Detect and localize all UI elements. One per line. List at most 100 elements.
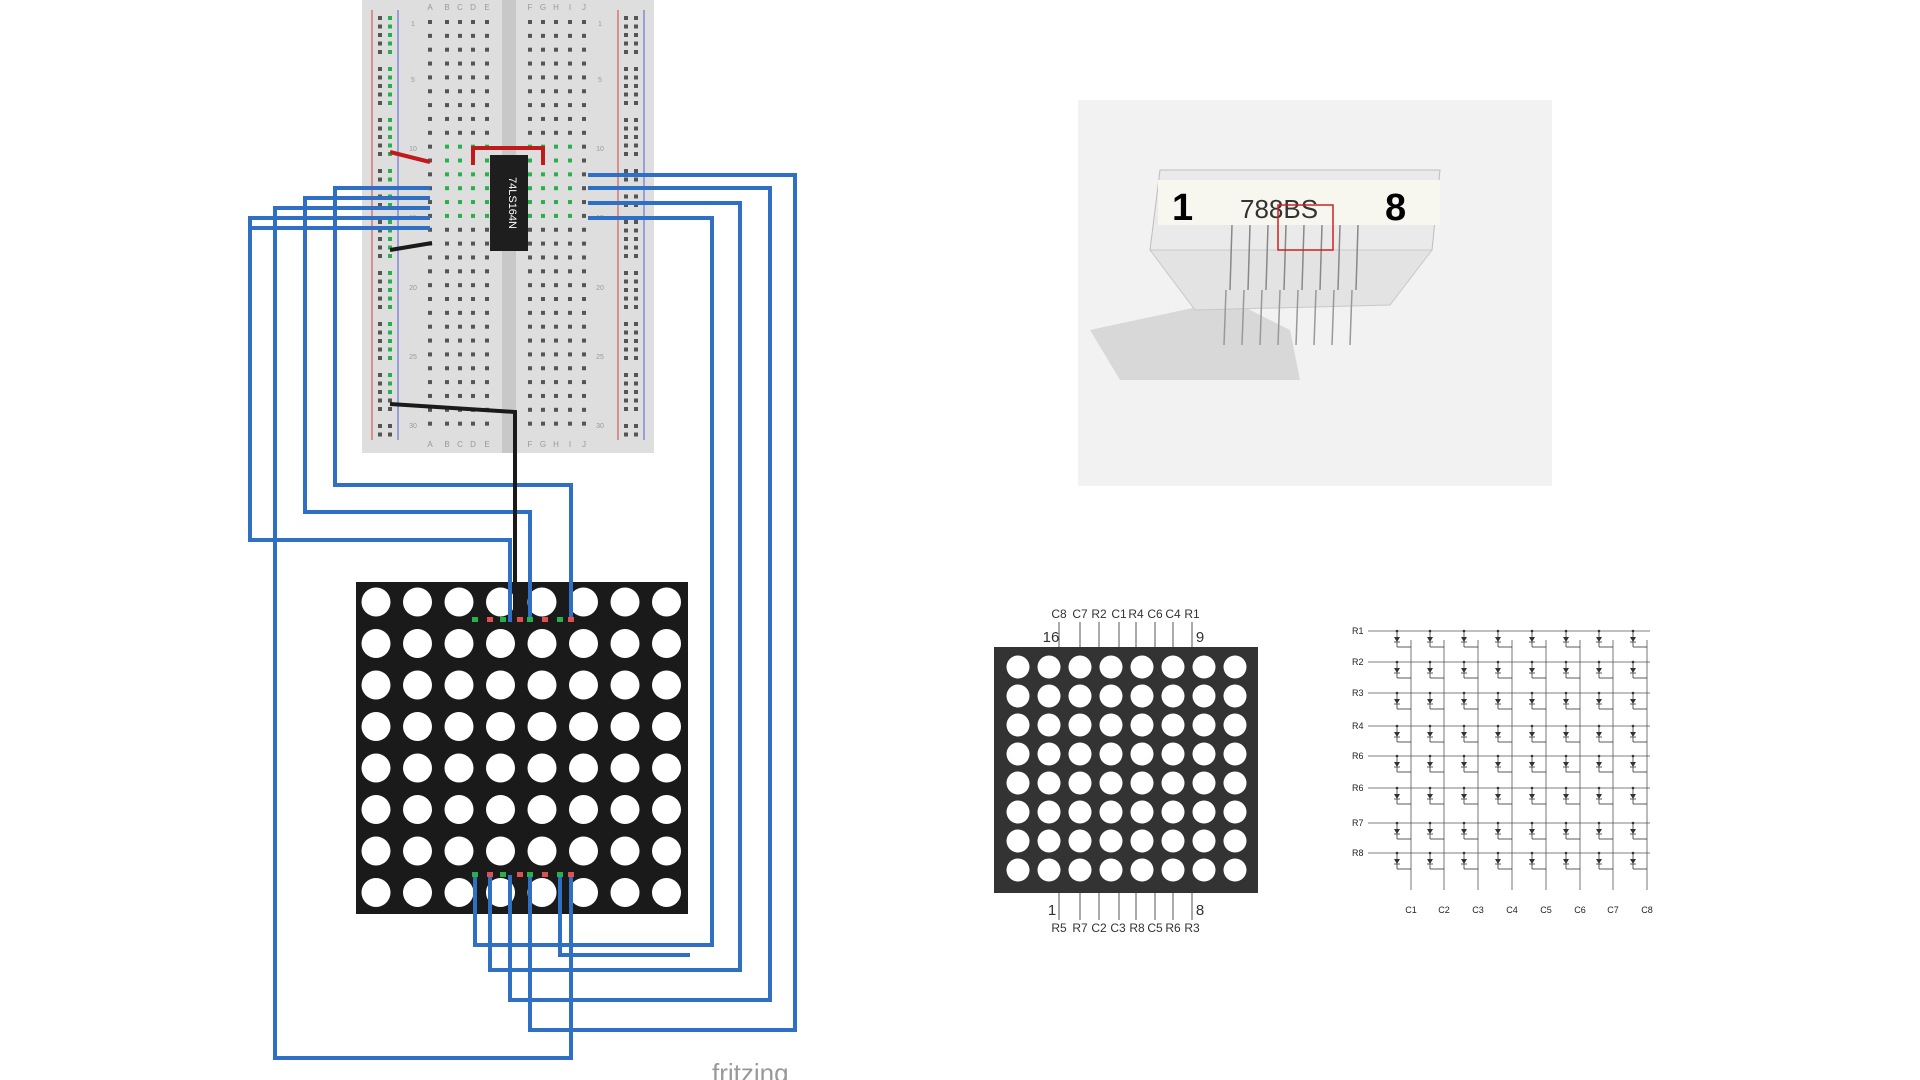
breadboard-hole xyxy=(428,33,432,38)
rail-hole xyxy=(388,432,392,437)
rail-hole xyxy=(624,339,628,343)
matrix-pin xyxy=(517,617,523,622)
breadboard-hole xyxy=(458,310,462,315)
breadboard-hole xyxy=(485,172,489,177)
matrix-led xyxy=(361,712,391,741)
pinout-led xyxy=(1099,771,1123,795)
led-symbol xyxy=(1461,668,1467,673)
col-letter: G xyxy=(540,440,546,449)
junction-dot xyxy=(1631,786,1635,790)
rail-hole xyxy=(634,24,638,29)
matrix-led xyxy=(652,587,681,617)
pinout-led xyxy=(1130,684,1154,708)
rail-hole xyxy=(634,118,638,122)
breadboard-hole xyxy=(582,407,586,412)
breadboard-hole xyxy=(471,89,475,94)
pinout-top-label: C1 xyxy=(1111,607,1127,621)
led-symbol xyxy=(1394,762,1400,767)
breadboard-hole xyxy=(458,61,462,66)
pinout-led xyxy=(1006,858,1030,882)
junction-dot xyxy=(1530,724,1534,728)
breadboard-hole xyxy=(568,297,572,301)
led-symbol xyxy=(1596,699,1602,704)
col-letter: H xyxy=(553,3,559,12)
breadboard-hole xyxy=(554,186,558,191)
breadboard-hole xyxy=(458,158,462,163)
matrix-led xyxy=(444,878,474,907)
breadboard-hole xyxy=(541,227,545,232)
rail-hole xyxy=(388,288,392,292)
breadboard-hole xyxy=(541,200,545,205)
led-symbol xyxy=(1495,794,1501,799)
matrix-led xyxy=(361,753,391,783)
breadboard-hole xyxy=(568,172,572,177)
breadboard-hole xyxy=(458,297,462,301)
breadboard-hole xyxy=(582,200,586,205)
matrix-led xyxy=(652,836,681,866)
pinout-top-label: C8 xyxy=(1051,607,1067,621)
column-letters: A B C D E F G H I J A B C D E F G H I J xyxy=(427,3,586,449)
breadboard-hole xyxy=(554,310,558,315)
rail-hole xyxy=(634,194,638,199)
pinout-led xyxy=(1006,655,1030,679)
led-symbol xyxy=(1630,762,1636,767)
rail-hole xyxy=(624,432,628,437)
rail-hole xyxy=(388,228,392,233)
rail-hole xyxy=(624,33,628,37)
breadboard-hole xyxy=(582,269,586,274)
photo-pin xyxy=(1313,289,1317,346)
rail-hole xyxy=(634,169,638,173)
led-symbol xyxy=(1563,829,1569,834)
breadboard-hole xyxy=(541,33,545,38)
photo-pin xyxy=(1349,289,1353,346)
blue-wire xyxy=(248,226,430,540)
led-symbol xyxy=(1461,829,1467,834)
breadboard-hole xyxy=(458,172,462,177)
breadboard-hole xyxy=(428,352,432,357)
breadboard-hole xyxy=(554,200,558,205)
rail-hole xyxy=(388,237,392,241)
col-letter: A xyxy=(427,3,433,12)
breadboard-hole xyxy=(471,186,475,191)
breadboard-hole xyxy=(528,61,532,66)
breadboard-hole xyxy=(445,213,449,218)
breadboard-hole xyxy=(471,255,475,260)
breadboard-hole xyxy=(568,227,572,232)
pinout-leds xyxy=(1006,655,1247,882)
blue-wire xyxy=(333,186,573,622)
matrix-led xyxy=(569,836,598,866)
rail-hole xyxy=(634,271,638,275)
rail-hole xyxy=(388,33,392,37)
breadboard-hole xyxy=(485,338,489,343)
photo-label-1: 1 xyxy=(1172,187,1193,229)
breadboard-hole xyxy=(471,20,475,24)
junction-dot xyxy=(1395,660,1399,664)
breadboard-hole xyxy=(541,20,545,24)
breadboard-hole xyxy=(528,75,532,80)
breadboard-hole xyxy=(582,89,586,94)
breadboard-hole xyxy=(528,200,532,205)
matrix-pin xyxy=(557,617,563,622)
breadboard-hole xyxy=(568,75,572,80)
pinout-top-label: C6 xyxy=(1147,607,1163,621)
rail-hole xyxy=(378,356,382,360)
pinout-led xyxy=(1130,655,1154,679)
breadboard-hole xyxy=(528,130,532,135)
highlight-box xyxy=(1277,204,1334,251)
breadboard-hole xyxy=(445,324,449,329)
breadboard-hole xyxy=(428,89,432,94)
led-symbol xyxy=(1630,637,1636,642)
breadboard-hole xyxy=(528,366,532,371)
breadboard-hole xyxy=(568,47,572,52)
junction-dot xyxy=(1631,754,1635,758)
led-symbol xyxy=(1427,859,1433,864)
breadboard-hole xyxy=(528,20,532,24)
led-symbol xyxy=(1427,762,1433,767)
breadboard-hole xyxy=(528,116,532,121)
pinout-led xyxy=(1099,684,1123,708)
junction-dot xyxy=(1530,851,1534,855)
pinout-led xyxy=(1130,742,1154,766)
rail-hole xyxy=(634,305,638,309)
led-symbol xyxy=(1596,668,1602,673)
breadboard-hole xyxy=(554,297,558,301)
